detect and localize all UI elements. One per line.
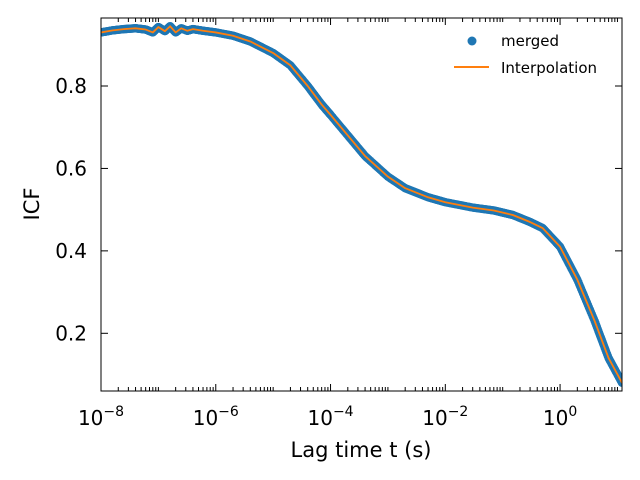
- x-tick-label: 10−4: [307, 404, 353, 430]
- y-axis-ticks: 0.2 0.4 0.6 0.8: [55, 74, 622, 345]
- plot-frame: [100, 17, 623, 392]
- x-axis-label: Lag time t (s): [291, 438, 432, 462]
- legend: merged Interpolation: [454, 32, 597, 77]
- legend-marker-merged: [467, 36, 477, 46]
- y-axis-label: ICF: [20, 188, 44, 221]
- legend-label-merged: merged: [501, 32, 559, 50]
- x-tick-label: 100: [543, 404, 577, 430]
- interpolation-line: [101, 25, 622, 384]
- x-tick-label: 10−6: [193, 404, 239, 430]
- y-tick-label: 0.6: [55, 156, 87, 180]
- x-tick-label: 10−8: [78, 404, 124, 430]
- x-tick-label: 10−2: [422, 404, 468, 430]
- plot-area: [101, 22, 622, 387]
- y-tick-label: 0.4: [55, 239, 87, 263]
- legend-label-interpolation: Interpolation: [501, 59, 597, 77]
- y-tick-label: 0.2: [55, 321, 87, 345]
- x-axis-ticks: 10−8 10−6 10−4 10−2 100: [78, 18, 618, 430]
- y-tick-label: 0.8: [55, 74, 87, 98]
